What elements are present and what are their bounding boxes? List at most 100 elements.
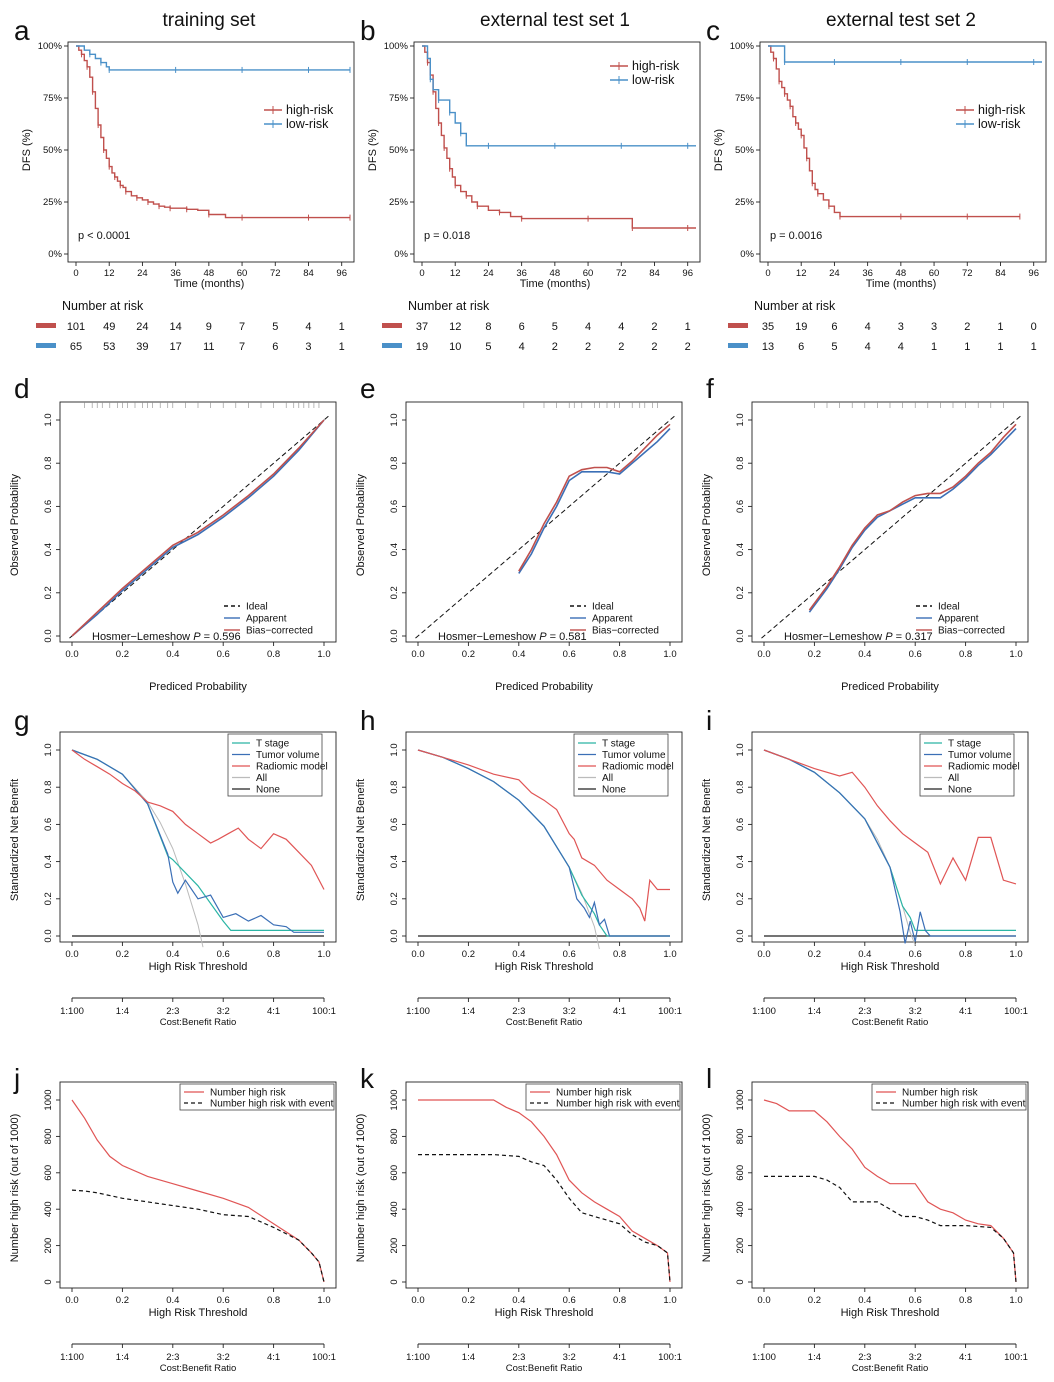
x-tick-label: 0.2 xyxy=(116,949,129,960)
cb-axis-label: Cost:Benefit Ratio xyxy=(160,1017,237,1028)
risk-count: 101 xyxy=(67,321,85,333)
x-tick-label: 0.2 xyxy=(462,1295,475,1306)
number-high-risk-event-line xyxy=(71,1189,325,1283)
x-tick-label: 1.0 xyxy=(317,1295,330,1306)
risk-count: 2 xyxy=(552,341,558,353)
hl-text: Hosmer−Lemeshow P = 0.581 xyxy=(438,631,587,643)
legend-label: high-risk xyxy=(632,59,680,73)
cb-axis-label: Cost:Benefit Ratio xyxy=(506,1017,583,1028)
tumor-volume-line xyxy=(417,749,670,937)
x-tick-label: 0.0 xyxy=(65,949,78,960)
risk-count: 3 xyxy=(305,341,311,353)
legend-label: Radiomic model xyxy=(602,762,674,773)
legend-label: None xyxy=(602,785,626,796)
cb-tick-label: 3:2 xyxy=(563,1006,576,1017)
panel-i: i 0.0 0.2 0.4 0.6 0.8 1.0 0.0 0.2 0.4 0.6 0.8 1.0 Sta… xyxy=(701,705,1029,1028)
risk-count: 5 xyxy=(272,321,278,333)
legend-label: T stage xyxy=(948,739,982,750)
series-low xyxy=(768,45,1042,63)
cb-tick-label: 1:4 xyxy=(808,1006,821,1017)
cb-tick-label: 1:100 xyxy=(752,1352,776,1363)
y-tick-label: 0.4 xyxy=(43,855,54,868)
y-tick-label: 1000 xyxy=(735,1089,746,1110)
x-tick-label: 48 xyxy=(204,268,215,279)
y-axis-label: Standardized Net Benefit xyxy=(355,779,367,901)
y-tick-label: 0.8 xyxy=(389,781,400,794)
risk-count: 19 xyxy=(795,321,807,333)
y-tick-label: 600 xyxy=(43,1165,54,1181)
y-tick-label: 75% xyxy=(43,93,63,104)
x-tick-label: 12 xyxy=(450,268,461,279)
x-axis-label: High Risk Threshold xyxy=(841,961,940,973)
panel-k: k 0 200 400 600 800 1000 0.0 0.2 0.4 0.6 0.8 1.0 Numb… xyxy=(355,1063,683,1374)
p-value: p = 0.018 xyxy=(424,230,470,242)
radiomic-model-line xyxy=(763,749,1017,886)
y-tick-label: 0.6 xyxy=(735,818,746,831)
x-tick-label: 0.6 xyxy=(217,1295,230,1306)
bias-corrected-line xyxy=(71,419,325,637)
legend-label: None xyxy=(948,785,972,796)
x-tick-label: 1.0 xyxy=(663,949,676,960)
hl-label: Hosmer−Lemeshow xyxy=(438,631,539,643)
plot-frame xyxy=(59,1081,337,1289)
hl-label: Hosmer−Lemeshow xyxy=(784,631,885,643)
risk-row-swatch xyxy=(728,343,748,348)
cb-tick-label: 4:1 xyxy=(959,1352,972,1363)
y-tick-label: 0.8 xyxy=(735,457,746,470)
legend-label: high-risk xyxy=(286,103,334,117)
legend-label: Number high risk xyxy=(902,1088,979,1099)
y-axis-label: Standardized Net Benefit xyxy=(701,779,713,901)
cb-tick-label: 3:2 xyxy=(217,1352,230,1363)
x-tick-label: 0.4 xyxy=(512,1295,525,1306)
cb-tick-label: 2:3 xyxy=(858,1352,871,1363)
legend-box xyxy=(573,733,669,797)
y-tick-label: 0.4 xyxy=(389,543,400,556)
cb-tick-label: 1:100 xyxy=(60,1352,84,1363)
risk-count: 49 xyxy=(103,321,115,333)
x-tick-label: 0 xyxy=(765,268,770,279)
legend-label: Number high risk with event xyxy=(210,1099,334,1110)
cb-tick-label: 4:1 xyxy=(267,1006,280,1017)
panel-letter: f xyxy=(706,373,714,404)
legend-label: All xyxy=(602,773,613,784)
y-tick-label: 0.8 xyxy=(735,781,746,794)
y-tick-label: 0% xyxy=(394,249,408,260)
risk-count: 12 xyxy=(449,321,461,333)
plot-frame xyxy=(67,41,355,263)
legend-label: Number high risk with event xyxy=(556,1099,680,1110)
risk-count: 37 xyxy=(416,321,428,333)
risk-count: 3 xyxy=(898,321,904,333)
cb-tick-label: 3:2 xyxy=(563,1352,576,1363)
x-axis-label: Prediced Probability xyxy=(495,681,593,693)
legend-label: Tumor volume xyxy=(602,750,666,761)
cb-tick-label: 1:100 xyxy=(752,1006,776,1017)
y-tick-label: 25% xyxy=(389,197,409,208)
y-tick-label: 0% xyxy=(740,249,754,260)
bias-corrected-line xyxy=(808,423,1017,611)
x-tick-label: 0.8 xyxy=(267,649,280,660)
panel-letter: k xyxy=(360,1063,375,1094)
cb-axis-label: Cost:Benefit Ratio xyxy=(160,1363,237,1374)
plot-frame xyxy=(405,1081,683,1289)
x-tick-label: 0.0 xyxy=(757,1295,770,1306)
risk-count: 1 xyxy=(931,341,937,353)
cb-tick-label: 1:4 xyxy=(116,1006,129,1017)
y-tick-label: 0 xyxy=(389,1279,400,1284)
y-tick-label: 0.6 xyxy=(43,818,54,831)
y-tick-label: 200 xyxy=(43,1238,54,1254)
hl-p-label: P xyxy=(539,631,547,643)
x-tick-label: 0.4 xyxy=(858,1295,871,1306)
risk-count: 6 xyxy=(272,341,278,353)
legend-label: Ideal xyxy=(592,602,614,613)
cb-tick-label: 1:100 xyxy=(406,1352,430,1363)
plot-frame xyxy=(759,41,1047,263)
x-tick-label: 1.0 xyxy=(1009,949,1022,960)
risk-count: 6 xyxy=(798,341,804,353)
risk-count: 1 xyxy=(964,341,970,353)
y-tick-label: 75% xyxy=(735,93,755,104)
x-tick-label: 0.6 xyxy=(217,949,230,960)
legend-label: Radiomic model xyxy=(256,762,328,773)
x-tick-label: 36 xyxy=(170,268,181,279)
x-tick-label: 0.6 xyxy=(909,649,922,660)
x-axis-label: Time (months) xyxy=(174,278,245,290)
